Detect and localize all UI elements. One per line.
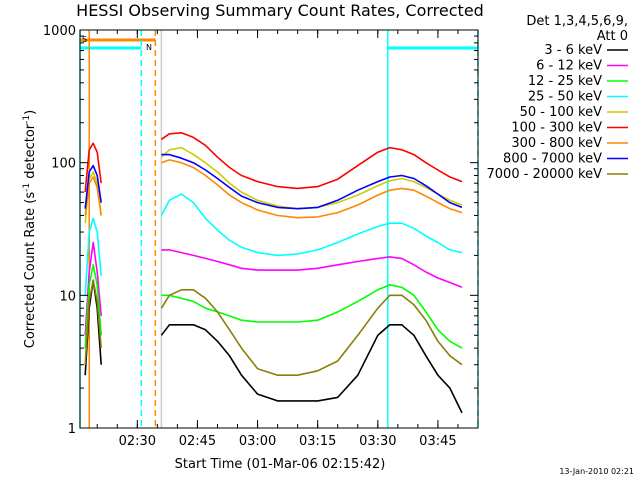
- series-line: [84, 193, 463, 296]
- y-tick-label: 100: [51, 157, 76, 172]
- plot-area: 1 10 100 1000 02:30 02:45 03:00 03:15 03:30 03:4…: [43, 24, 479, 449]
- x-tick-label: 02:45: [179, 434, 216, 449]
- chart-title: HESSI Observing Summary Count Rates, Cor…: [76, 1, 484, 20]
- y-axis: 1 10 100 1000: [43, 24, 478, 437]
- y-axis-label-part1: Corrected Count Rate (s: [23, 192, 38, 349]
- series-line: [84, 153, 463, 210]
- legend-label: 25 - 50 keV: [528, 90, 602, 105]
- legend-label: 50 - 100 keV: [520, 105, 603, 120]
- legend-label: 3 - 6 keV: [544, 43, 602, 58]
- footer-date: 13-Jan-2010 02:21: [559, 467, 634, 476]
- series-line: [84, 132, 463, 193]
- y-axis-label-part3: ): [23, 110, 38, 115]
- legend-label: 100 - 300 keV: [511, 121, 602, 136]
- series-line: [84, 264, 463, 349]
- x-tick-label: 03:15: [299, 434, 336, 449]
- vertical-markers: [79, 30, 479, 428]
- series-line: [84, 159, 463, 219]
- y-axis-label-sup2: -1: [22, 115, 32, 124]
- legend-label: 300 - 800 keV: [511, 136, 602, 151]
- flag-label-n: N: [146, 43, 152, 52]
- series-line: [84, 241, 463, 336]
- y-tick-label: 10: [59, 289, 76, 304]
- y-tick-label: 1: [68, 422, 76, 437]
- y-axis-label-part2: detector: [23, 123, 38, 183]
- y-axis-label: Corrected Count Rate (s-1 detector-1): [22, 110, 38, 348]
- legend-header-line1: Det 1,3,4,5,6,9,: [526, 14, 628, 29]
- x-tick-label: 03:45: [419, 434, 456, 449]
- legend-header: Det 1,3,4,5,6,9, Att 0: [526, 14, 628, 44]
- plot-frame: [79, 29, 479, 429]
- y-axis-label-sup1: -1: [22, 183, 32, 192]
- legend-label: 800 - 7000 keV: [503, 152, 602, 167]
- x-tick-label: 02:30: [119, 434, 156, 449]
- series-lines: [84, 132, 463, 414]
- flag-label-s: S: [82, 35, 87, 44]
- legend-label: 12 - 25 keV: [528, 74, 602, 89]
- x-axis-label: Start Time (01-Mar-06 02:15:42): [175, 457, 386, 472]
- flag-bars: [80, 38, 478, 50]
- y-tick-label: 1000: [43, 24, 76, 39]
- x-tick-label: 03:30: [359, 434, 396, 449]
- legend-label: 7000 - 20000 keV: [487, 167, 603, 182]
- x-tick-label: 03:00: [239, 434, 276, 449]
- legend-header-line2: Att 0: [597, 29, 628, 44]
- series-line: [84, 279, 463, 376]
- legend-label: 6 - 12 keV: [536, 59, 602, 74]
- x-axis: 02:30 02:45 03:00 03:15 03:30 03:45: [96, 30, 479, 449]
